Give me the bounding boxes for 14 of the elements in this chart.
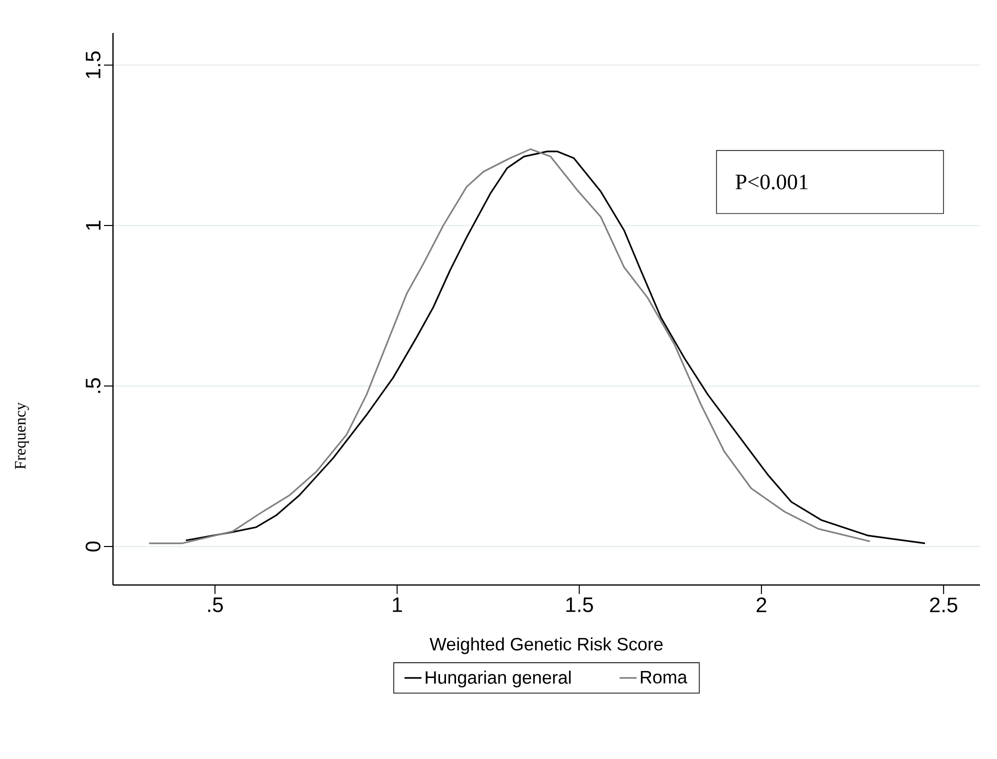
annotation: P<0.001 <box>736 174 808 190</box>
x-tick-label: 1 <box>392 598 402 612</box>
x-tick-label: 2 <box>756 598 766 612</box>
legend-label: Hungarian general <box>426 670 571 688</box>
legend-label: Roma <box>640 670 688 684</box>
x-axis-title: Weighted Genetic Risk Score <box>430 637 663 654</box>
y-tick-label: 0 <box>86 541 100 552</box>
x-tick-label: 2.5 <box>930 598 958 612</box>
y-tick-label: 1 <box>86 220 100 230</box>
x-tick-label: 1.5 <box>566 598 593 612</box>
y-tick-label: .5 <box>86 378 100 393</box>
y-axis-title: Frequency <box>15 402 29 470</box>
x-tick-label: .5 <box>208 598 223 612</box>
y-tick-label: 1.5 <box>86 51 100 78</box>
